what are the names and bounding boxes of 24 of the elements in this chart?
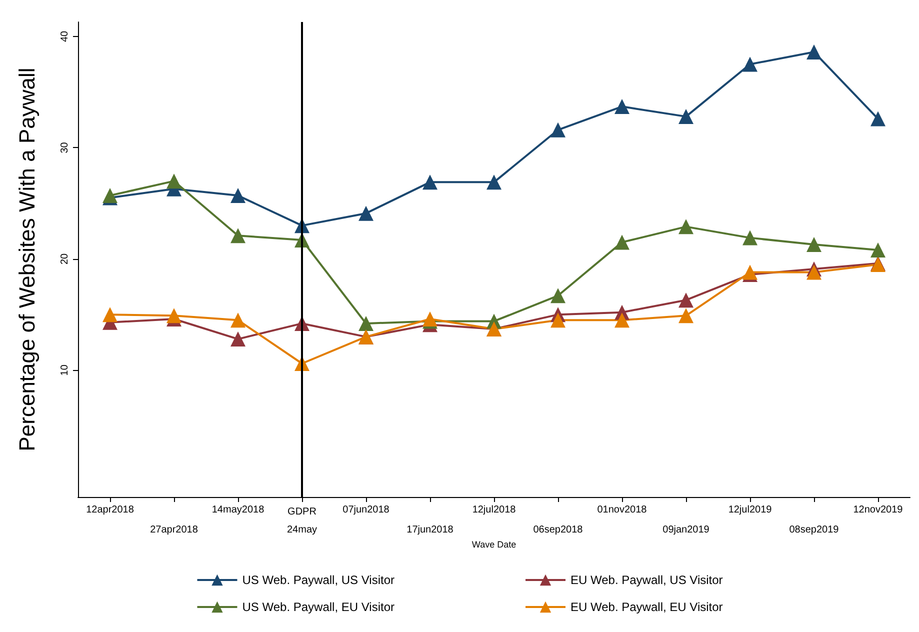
legend-label: EU Web. Paywall, US Visitor: [570, 573, 723, 587]
x-tick-label: 06sep2018: [533, 524, 584, 536]
x-tick-label: 24may: [286, 524, 318, 536]
x-tick-label: 12nov2019: [853, 504, 904, 516]
ref-line-label: GDPR: [288, 506, 316, 518]
x-tick-label: 07jun2018: [342, 504, 390, 516]
y-tick-label: 20: [60, 252, 70, 265]
y-tick-label: 30: [60, 142, 70, 154]
x-tick-label: 01nov2018: [597, 504, 648, 516]
x-tick-label: 08sep2019: [789, 524, 840, 536]
x-tick-label: 17jun2018: [406, 524, 454, 536]
y-tick-label: 10: [60, 364, 70, 376]
y-axis-title: Percentage of Websites With a Paywall: [14, 68, 40, 452]
y-tick-label: 40: [60, 30, 70, 42]
x-tick-label: 12jul2018: [472, 504, 516, 516]
legend-label: EU Web. Paywall, EU Visitor: [570, 600, 723, 614]
legend-label: US Web. Paywall, US Visitor: [242, 573, 395, 587]
x-tick-label: 12jul2019: [728, 504, 772, 516]
x-tick-label: 14may2018: [212, 504, 265, 516]
x-tick-label: 09jan2019: [662, 524, 710, 536]
x-tick-label: 27apr2018: [150, 524, 198, 536]
x-tick-label: 12apr2018: [86, 504, 134, 516]
legend-label: US Web. Paywall, EU Visitor: [242, 600, 395, 614]
x-axis-title: Wave Date: [472, 539, 516, 550]
